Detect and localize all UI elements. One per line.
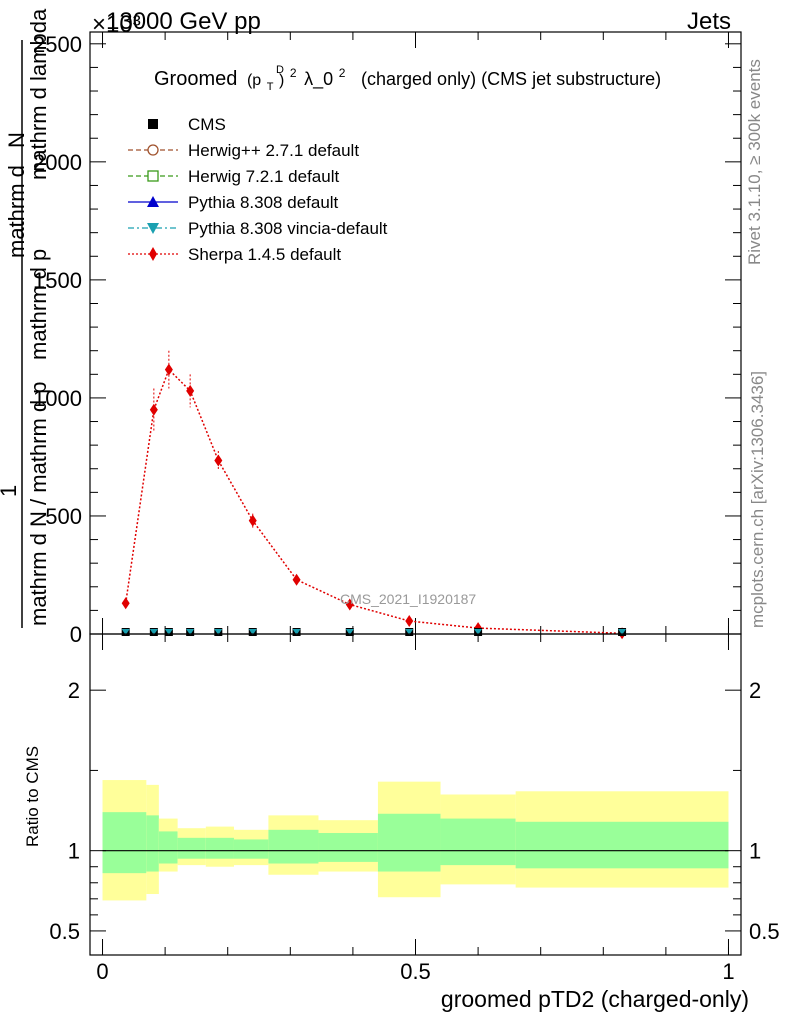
ylabel-right-part: mathrm d lambda bbox=[26, 8, 51, 180]
vincia-point bbox=[121, 629, 130, 635]
ratio-band-inner-10 bbox=[515, 821, 729, 869]
legend-label: Sherpa 1.4.5 default bbox=[188, 245, 341, 264]
legend-entry: CMS bbox=[148, 115, 226, 134]
legend-marker-circle bbox=[147, 144, 159, 156]
vincia-point bbox=[214, 629, 223, 635]
legend-label: CMS bbox=[188, 115, 226, 134]
ratio-band-inner-1 bbox=[146, 815, 159, 872]
vincia-point bbox=[292, 629, 301, 635]
ratio-band-inner-2 bbox=[158, 831, 178, 864]
sherpa-point bbox=[405, 615, 414, 628]
rivet-label: Rivet 3.1.10, ≥ 300k events bbox=[745, 59, 764, 265]
legend-label: Herwig++ 2.7.1 default bbox=[188, 141, 359, 160]
main-ytick-label: 1000 bbox=[33, 386, 82, 411]
ratio-ytick-label-right: 1 bbox=[749, 839, 761, 864]
title-expr: (p bbox=[247, 72, 261, 89]
legend-label: Pythia 8.308 vincia-default bbox=[188, 219, 388, 238]
legend-entry: Herwig 7.2.1 default bbox=[128, 167, 339, 186]
ylabel-denominator: mathrm d N / mathrm d p bbox=[26, 381, 51, 626]
legend-marker-square-open bbox=[147, 170, 159, 182]
ratio-ytick-label: 1 bbox=[68, 839, 80, 864]
ratio-panel: 0.5 0.5 1 1 2 2 0 0.5 1 bbox=[49, 633, 780, 984]
sherpa-point bbox=[248, 514, 257, 527]
vincia-point bbox=[164, 629, 173, 635]
title-sup-2: 2 bbox=[290, 66, 297, 80]
legend-label: Herwig 7.2.1 default bbox=[188, 167, 339, 186]
x-axis-label: groomed pTD2 (charged-only) bbox=[441, 986, 749, 1012]
ratio-xtick-label: 0 bbox=[96, 959, 108, 984]
legend-entry: Pythia 8.308 vincia-default bbox=[128, 219, 388, 238]
sherpa-point bbox=[345, 598, 354, 611]
ratio-ytick-label-right: 2 bbox=[749, 678, 761, 703]
svg-text:Groomed (p T: Groomed (p T ) 2 λ_0 2 (charged only) (C… bbox=[154, 60, 661, 95]
header-energy: 13000 GeV pp bbox=[106, 8, 261, 35]
ratio-band-inner-0 bbox=[102, 812, 147, 874]
ratio-y-axis-label: Ratio to CMS bbox=[23, 746, 42, 847]
ratio-ytick-label: 0.5 bbox=[49, 919, 80, 944]
ylabel-numerator: mathrm d bbox=[4, 165, 29, 258]
ylabel-numerator-n: N bbox=[4, 132, 29, 148]
sherpa-point bbox=[121, 597, 130, 610]
ratio-band-inner-8 bbox=[377, 813, 441, 872]
ratio-ytick-label-right: 0.5 bbox=[749, 919, 780, 944]
legend-marker-triangle-up bbox=[147, 196, 159, 207]
sherpa-point bbox=[292, 573, 301, 586]
vincia-point bbox=[149, 629, 158, 635]
title-close: ) bbox=[279, 72, 284, 89]
title-prefix: Groomed bbox=[154, 68, 237, 90]
main-y-axis-label: mathrm d lambda mathrm d N mathrm d p 1 … bbox=[0, 8, 51, 628]
legend-marker-square bbox=[148, 119, 158, 129]
vincia-point bbox=[405, 629, 414, 635]
title-lambda: λ_0 bbox=[304, 69, 333, 90]
ratio-band-inner-9 bbox=[440, 818, 516, 866]
ratio-ytick-label: 2 bbox=[68, 678, 80, 703]
main-panel: 0 500 1000 1500 2000 2500 bbox=[33, 31, 742, 647]
vincia-point bbox=[248, 629, 257, 635]
ratio-band-inner-5 bbox=[233, 839, 269, 859]
sherpa-point bbox=[214, 454, 223, 467]
ratio-xtick-label: 1 bbox=[722, 959, 734, 984]
legend-entry: Sherpa 1.4.5 default bbox=[128, 245, 341, 264]
ylabel-one: 1 bbox=[0, 485, 21, 497]
ratio-band-inner-3 bbox=[177, 837, 206, 859]
header-jets: Jets bbox=[687, 8, 731, 35]
vincia-point bbox=[618, 629, 627, 635]
legend: CMS Herwig++ 2.7.1 default Herwig 7.2.1 de… bbox=[128, 115, 388, 264]
title-sub-t: T bbox=[267, 81, 274, 93]
ratio-band-inner-7 bbox=[318, 833, 378, 862]
title-suffix: (charged only) (CMS jet substructure) bbox=[361, 69, 661, 89]
main-ytick-label: 2000 bbox=[33, 150, 82, 175]
title-sup-d: D bbox=[276, 64, 284, 76]
legend-label: Pythia 8.308 default bbox=[188, 193, 339, 212]
sherpa-point bbox=[186, 384, 195, 397]
analysis-watermark: CMS_2021_I1920187 bbox=[340, 591, 476, 607]
sherpa-point bbox=[164, 363, 173, 376]
vincia-point bbox=[474, 629, 483, 635]
legend-marker-diamond bbox=[149, 247, 157, 261]
legend-marker-triangle-down bbox=[147, 223, 159, 234]
main-ytick-label: 2500 bbox=[33, 32, 82, 57]
plot-title: Groomed (p T ) 2 λ_0 2 (charged only) (C… bbox=[154, 60, 661, 95]
exponent-label: ×10³ bbox=[92, 11, 141, 38]
ratio-bands bbox=[102, 780, 729, 901]
ratio-band-inner-6 bbox=[268, 829, 319, 864]
legend-entry: Pythia 8.308 default bbox=[128, 193, 339, 212]
ratio-xtick-label: 0.5 bbox=[400, 959, 431, 984]
mcplots-label: mcplots.cern.ch [arXiv:1306.3436] bbox=[748, 371, 767, 628]
main-ytick-label: 1500 bbox=[33, 268, 82, 293]
sherpa-point bbox=[149, 403, 158, 416]
ylabel-denominator-tail: mathrm d p bbox=[26, 249, 51, 360]
vincia-point bbox=[186, 629, 195, 635]
title-sup-2b: 2 bbox=[339, 66, 346, 80]
vincia-point bbox=[345, 629, 354, 635]
main-ytick-label: 0 bbox=[70, 622, 82, 647]
ratio-band-inner-4 bbox=[205, 837, 234, 859]
legend-entry: Herwig++ 2.7.1 default bbox=[128, 141, 359, 160]
main-ytick-label: 500 bbox=[45, 504, 82, 529]
